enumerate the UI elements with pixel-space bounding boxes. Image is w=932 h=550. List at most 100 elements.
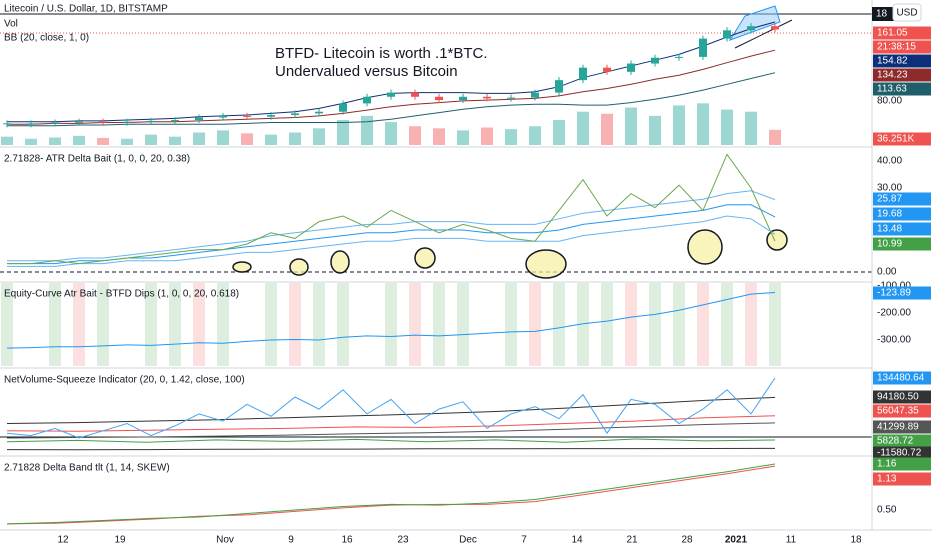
price-label: 40.00: [877, 156, 902, 167]
annotation-ellipses: [232, 229, 788, 279]
volume-bar: [697, 103, 709, 145]
price-label: 80.00: [877, 96, 902, 107]
candle: [99, 121, 107, 123]
signal-column: [505, 283, 517, 366]
cut-label-bg: [872, 7, 894, 21]
indicator-line: [6, 465, 776, 525]
candle: [675, 56, 683, 58]
indicator-line: [6, 422, 776, 439]
signal-column: [601, 283, 613, 366]
annotation: BTFD- Litecoin is worth .1*BTC.: [275, 45, 488, 62]
volume-bar: [457, 130, 469, 145]
candle: [51, 122, 59, 124]
signal-column: [385, 283, 397, 366]
candle: [627, 63, 635, 72]
price-label-bg: [873, 446, 931, 460]
volume-bar: [481, 127, 493, 145]
price-label: 13.48: [877, 224, 902, 235]
indicator-line: [7, 190, 776, 262]
price-label: 56047.35: [877, 406, 919, 417]
time-label: 21: [626, 535, 638, 546]
indicator-line: [6, 292, 776, 349]
cut-label: 18: [876, 9, 888, 20]
candle: [531, 92, 539, 98]
signal-column: [625, 283, 637, 366]
volume-bar: [1, 136, 13, 145]
volume-bar: [313, 128, 325, 145]
signal-column: [553, 283, 565, 366]
time-label: 18: [850, 535, 862, 546]
time-label: 12: [57, 535, 69, 546]
currency-button[interactable]: [892, 3, 922, 22]
price-label-bg: [873, 40, 931, 54]
candle: [339, 103, 347, 112]
signal-column: [169, 283, 181, 366]
candle: [459, 96, 467, 101]
candle: [651, 57, 659, 64]
indicator-line: [6, 396, 776, 424]
candle: [723, 30, 731, 39]
currency[interactable]: USD: [896, 8, 917, 19]
signal-column: [97, 283, 109, 366]
price-label-bg: [873, 207, 931, 221]
candle: [507, 97, 515, 99]
time-label: 11: [786, 535, 797, 546]
time-label: 19: [114, 535, 126, 546]
indicator-line: [6, 447, 776, 451]
signal-column: [577, 283, 589, 366]
signal-column: [745, 283, 757, 366]
price-label: 1.16: [877, 459, 897, 470]
ellipse: [687, 229, 723, 265]
ellipse: [330, 250, 350, 274]
price-label: -123.89: [877, 288, 911, 299]
time-label: 28: [681, 535, 693, 546]
candle: [315, 111, 323, 114]
price-label-bg: [873, 82, 931, 96]
price-label: 134480.64: [877, 373, 925, 384]
price-label-bg: [873, 434, 931, 448]
candle: [75, 121, 83, 123]
price-label-bg: [873, 192, 931, 206]
candle: [3, 123, 11, 125]
price-label: 21:38:15: [877, 42, 916, 53]
volume-bar: [721, 109, 733, 145]
candle: [219, 115, 227, 118]
price-label: 0.50: [877, 505, 897, 516]
candle: [771, 26, 779, 30]
price-label: 113.63: [877, 84, 907, 95]
candle: [171, 120, 179, 122]
price-label-bg: [873, 26, 931, 40]
signal-column: [697, 283, 709, 366]
signal-column: [73, 283, 85, 366]
annotation: Undervalued versus Bitcoin: [275, 63, 458, 80]
indicator-line: [7, 72, 776, 127]
price-label: 36.251K: [877, 134, 915, 145]
time-label: 14: [571, 535, 583, 546]
candle: [243, 115, 251, 117]
signal-column: [457, 283, 469, 366]
volume-bar: [385, 122, 397, 145]
time-label: 2021: [725, 535, 748, 546]
price-label: 0.00: [877, 267, 897, 278]
price-label-bg: [873, 404, 931, 418]
volume-bar: [337, 120, 349, 145]
price-label-bg: [873, 237, 931, 251]
indicator-line: [7, 153, 776, 265]
volume-bar: [97, 137, 109, 145]
signal-column: [409, 283, 421, 366]
signal-column: [49, 283, 61, 366]
price-label-bg: [873, 371, 931, 385]
price-label: 25.87: [877, 194, 902, 205]
price-label: 19.68: [877, 209, 902, 220]
indicator-line: [6, 463, 776, 525]
price-label: -11580.72: [877, 448, 922, 459]
price-label: 1.13: [877, 474, 897, 485]
candle: [699, 38, 707, 57]
candle: [291, 113, 299, 116]
candle: [747, 26, 755, 31]
volume-bar: [625, 107, 637, 145]
indicator-line: [7, 49, 776, 125]
pane-title: Vol: [4, 19, 18, 30]
price-label-bg: [873, 222, 931, 236]
signal-column: [265, 283, 277, 366]
